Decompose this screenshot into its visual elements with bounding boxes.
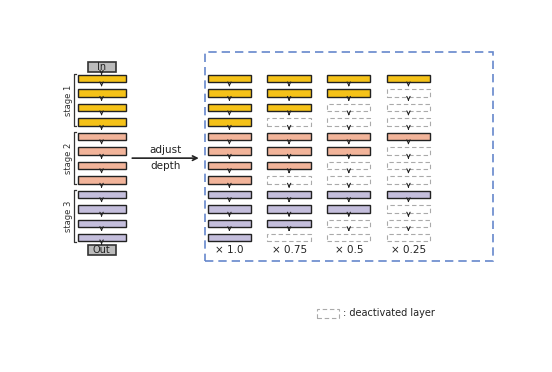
Bar	[208, 89, 251, 97]
Text: In: In	[97, 62, 106, 72]
Bar	[208, 75, 251, 82]
Bar	[327, 104, 370, 111]
Bar	[387, 205, 430, 212]
Text: stage 1: stage 1	[63, 84, 73, 116]
Bar	[77, 176, 125, 183]
Bar	[77, 234, 125, 241]
Bar	[387, 133, 430, 140]
Text: × 0.25: × 0.25	[391, 244, 426, 254]
Bar	[387, 219, 430, 227]
Text: adjust: adjust	[150, 145, 182, 155]
Text: stage 3: stage 3	[63, 201, 73, 232]
Text: × 0.5: × 0.5	[335, 244, 363, 254]
Bar	[317, 309, 339, 318]
Bar	[327, 234, 370, 241]
Text: : deactivated layer: : deactivated layer	[343, 308, 434, 318]
Bar	[387, 147, 430, 155]
Bar	[327, 219, 370, 227]
Bar	[77, 190, 125, 198]
Bar	[88, 244, 115, 254]
Bar	[267, 219, 311, 227]
Bar	[77, 75, 125, 82]
Bar	[267, 75, 311, 82]
Bar	[267, 147, 311, 155]
Bar	[327, 118, 370, 126]
Bar	[267, 234, 311, 241]
Bar	[208, 205, 251, 212]
Bar	[77, 89, 125, 97]
Bar	[327, 133, 370, 140]
Text: Out: Out	[93, 244, 110, 254]
Bar	[387, 118, 430, 126]
Bar	[387, 89, 430, 97]
Bar	[327, 75, 370, 82]
Bar	[267, 89, 311, 97]
Bar	[208, 104, 251, 111]
Bar	[327, 162, 370, 169]
Bar	[327, 190, 370, 198]
Bar	[208, 219, 251, 227]
Bar	[267, 176, 311, 183]
Bar	[327, 89, 370, 97]
Bar	[208, 133, 251, 140]
Bar	[267, 118, 311, 126]
Bar	[77, 133, 125, 140]
Bar	[327, 176, 370, 183]
Bar	[387, 104, 430, 111]
Bar	[387, 162, 430, 169]
Text: × 0.75: × 0.75	[272, 244, 307, 254]
Bar	[387, 176, 430, 183]
Text: depth: depth	[150, 161, 181, 171]
Bar	[77, 147, 125, 155]
Bar	[267, 190, 311, 198]
Bar	[208, 234, 251, 241]
Bar	[77, 162, 125, 169]
Bar	[387, 190, 430, 198]
Bar	[327, 205, 370, 212]
Bar	[327, 147, 370, 155]
Bar	[77, 104, 125, 111]
Bar	[77, 219, 125, 227]
Bar	[208, 190, 251, 198]
Text: stage 2: stage 2	[63, 142, 73, 174]
Bar	[208, 147, 251, 155]
Bar	[267, 133, 311, 140]
Bar	[208, 162, 251, 169]
Bar	[267, 205, 311, 212]
Bar	[387, 75, 430, 82]
Text: × 1.0: × 1.0	[215, 244, 243, 254]
Bar	[208, 118, 251, 126]
Bar	[208, 176, 251, 183]
Bar	[77, 118, 125, 126]
Bar	[88, 62, 115, 72]
Bar	[267, 104, 311, 111]
Bar	[387, 234, 430, 241]
Bar	[205, 52, 493, 261]
Bar	[267, 162, 311, 169]
Bar	[77, 205, 125, 212]
